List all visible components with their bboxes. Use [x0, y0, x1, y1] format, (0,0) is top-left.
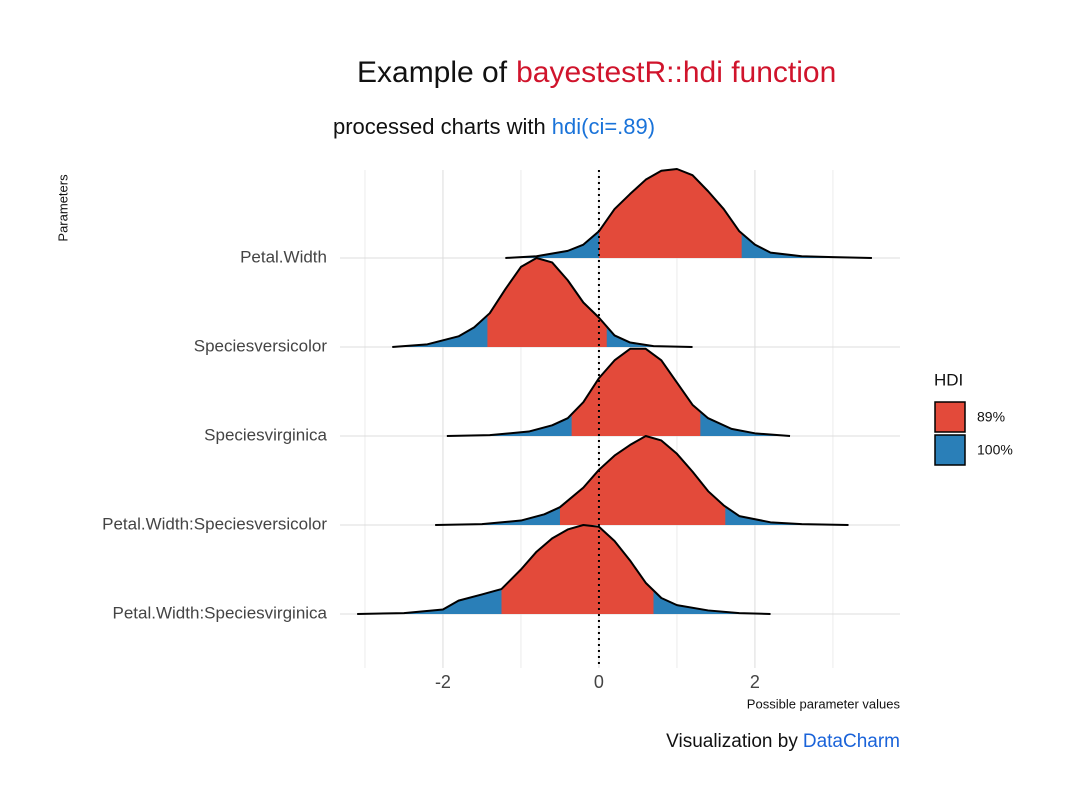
ridges	[357, 168, 872, 615]
ridge-outline	[392, 257, 693, 348]
x-tick-label: -2	[435, 672, 451, 692]
y-tick-label: Speciesversicolor	[194, 336, 328, 355]
legend-label: 89%	[977, 409, 1005, 425]
hdi-area	[571, 348, 701, 436]
caption-highlight: DataCharm	[803, 731, 900, 752]
caption: Visualization by DataCharm	[666, 731, 900, 752]
y-tick-label: Speciesvirginica	[204, 425, 327, 444]
ridge-outline	[435, 435, 849, 526]
caption-text: Visualization by	[666, 731, 798, 752]
hdi-area	[501, 525, 654, 614]
hdi-area	[598, 169, 742, 258]
x-tick-label: 0	[594, 672, 604, 692]
legend-title: HDI	[934, 370, 963, 389]
chart-title: Example of bayestestR::hdi function	[357, 56, 836, 89]
y-tick-label: Petal.Width	[240, 247, 327, 266]
chart-subtitle: processed charts with hdi(ci=.89)	[333, 114, 655, 139]
hdi-area	[487, 258, 607, 347]
ridge	[392, 257, 693, 348]
x-axis-label: Possible parameter values	[747, 696, 901, 711]
ridge-outline	[357, 524, 771, 615]
legend-swatch	[934, 434, 966, 466]
subtitle-highlight: hdi(ci=.89)	[552, 114, 655, 139]
ridge	[446, 347, 791, 437]
ridge	[357, 524, 771, 615]
hdi-area	[559, 436, 726, 525]
ridge	[435, 435, 849, 526]
title-highlight: bayestestR::hdi function	[516, 56, 836, 89]
x-tick-label: 2	[750, 672, 760, 692]
ridge-outline	[505, 168, 872, 259]
y-tick-label: Petal.Width:Speciesversicolor	[102, 514, 327, 533]
y-tick-label: Petal.Width:Speciesvirginica	[113, 603, 328, 622]
y-axis-label: Parameters	[55, 174, 70, 242]
ridge-outline	[446, 347, 791, 437]
title-text: Example of	[357, 56, 508, 89]
ridge	[505, 168, 872, 259]
legend-label: 100%	[977, 442, 1013, 458]
legend-swatch	[934, 401, 966, 433]
subtitle-text: processed charts with	[333, 114, 546, 139]
